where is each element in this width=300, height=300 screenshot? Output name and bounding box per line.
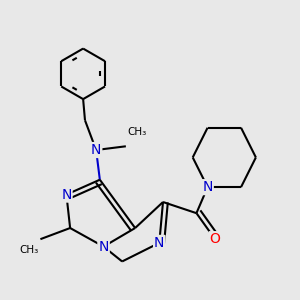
Text: CH₃: CH₃	[19, 245, 38, 255]
Text: O: O	[210, 232, 220, 246]
Text: N: N	[91, 143, 101, 157]
Text: N: N	[202, 180, 213, 194]
Text: N: N	[98, 240, 109, 254]
Text: CH₃: CH₃	[128, 127, 147, 137]
Text: N: N	[61, 188, 72, 202]
Text: N: N	[154, 236, 164, 250]
